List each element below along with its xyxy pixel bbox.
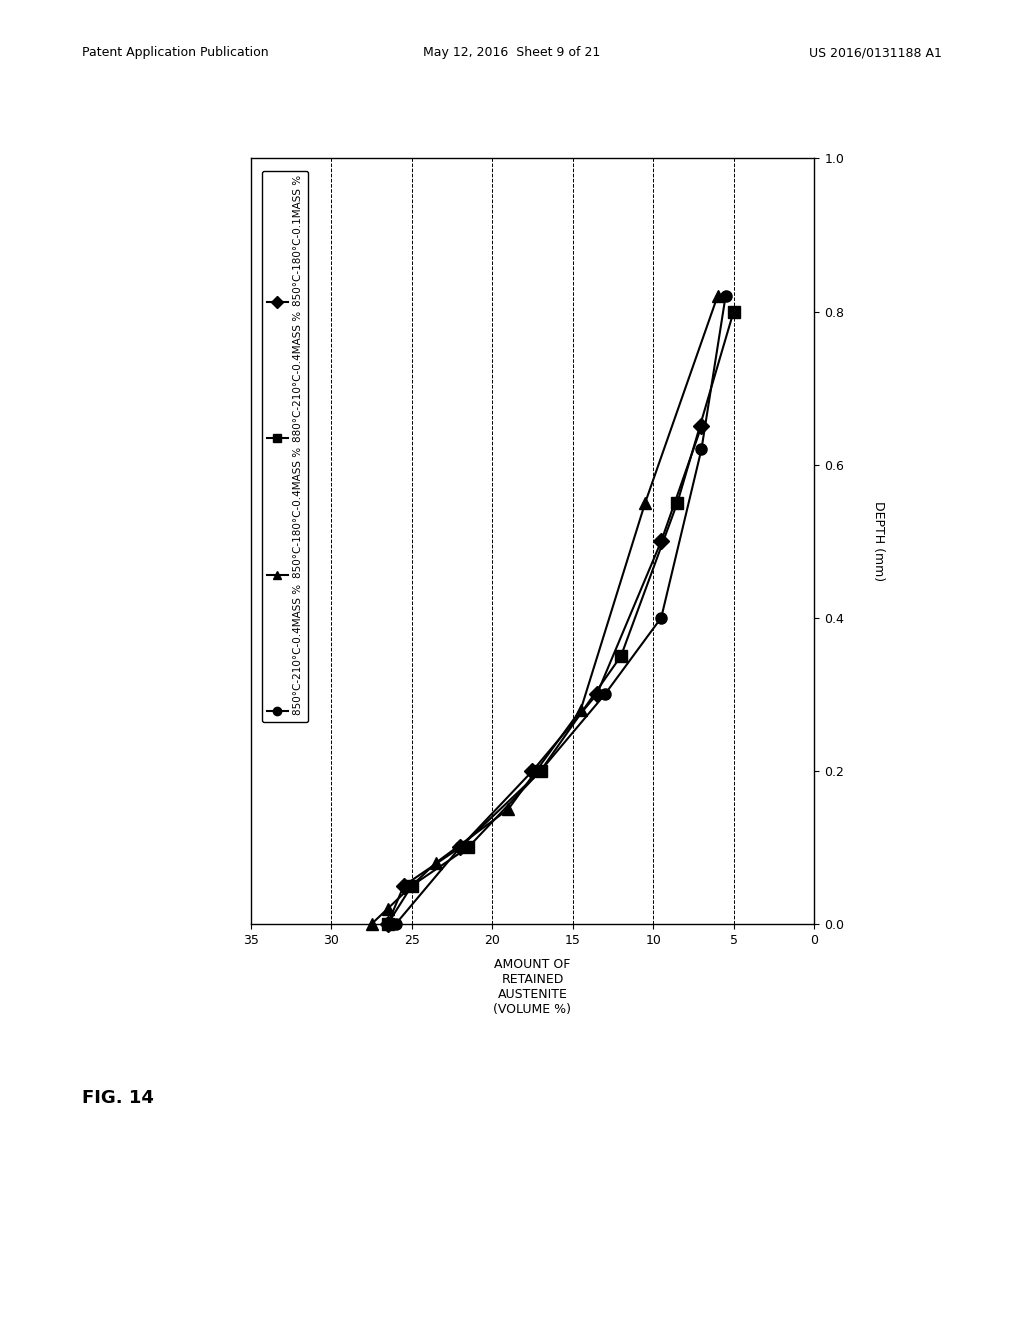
Text: US 2016/0131188 A1: US 2016/0131188 A1 [809,46,942,59]
Text: FIG. 14: FIG. 14 [82,1089,154,1107]
Y-axis label: DEPTH (mm): DEPTH (mm) [872,502,886,581]
Text: May 12, 2016  Sheet 9 of 21: May 12, 2016 Sheet 9 of 21 [423,46,601,59]
X-axis label: AMOUNT OF
RETAINED
AUSTENITE
(VOLUME %): AMOUNT OF RETAINED AUSTENITE (VOLUME %) [494,958,571,1016]
Legend: 850°C-180°C-0.1MASS %, 880°C-210°C-0.4MASS %, 850°C-180°C-0.4MASS %, 850°C-210°C: 850°C-180°C-0.1MASS %, 880°C-210°C-0.4MA… [262,172,308,722]
Text: Patent Application Publication: Patent Application Publication [82,46,268,59]
